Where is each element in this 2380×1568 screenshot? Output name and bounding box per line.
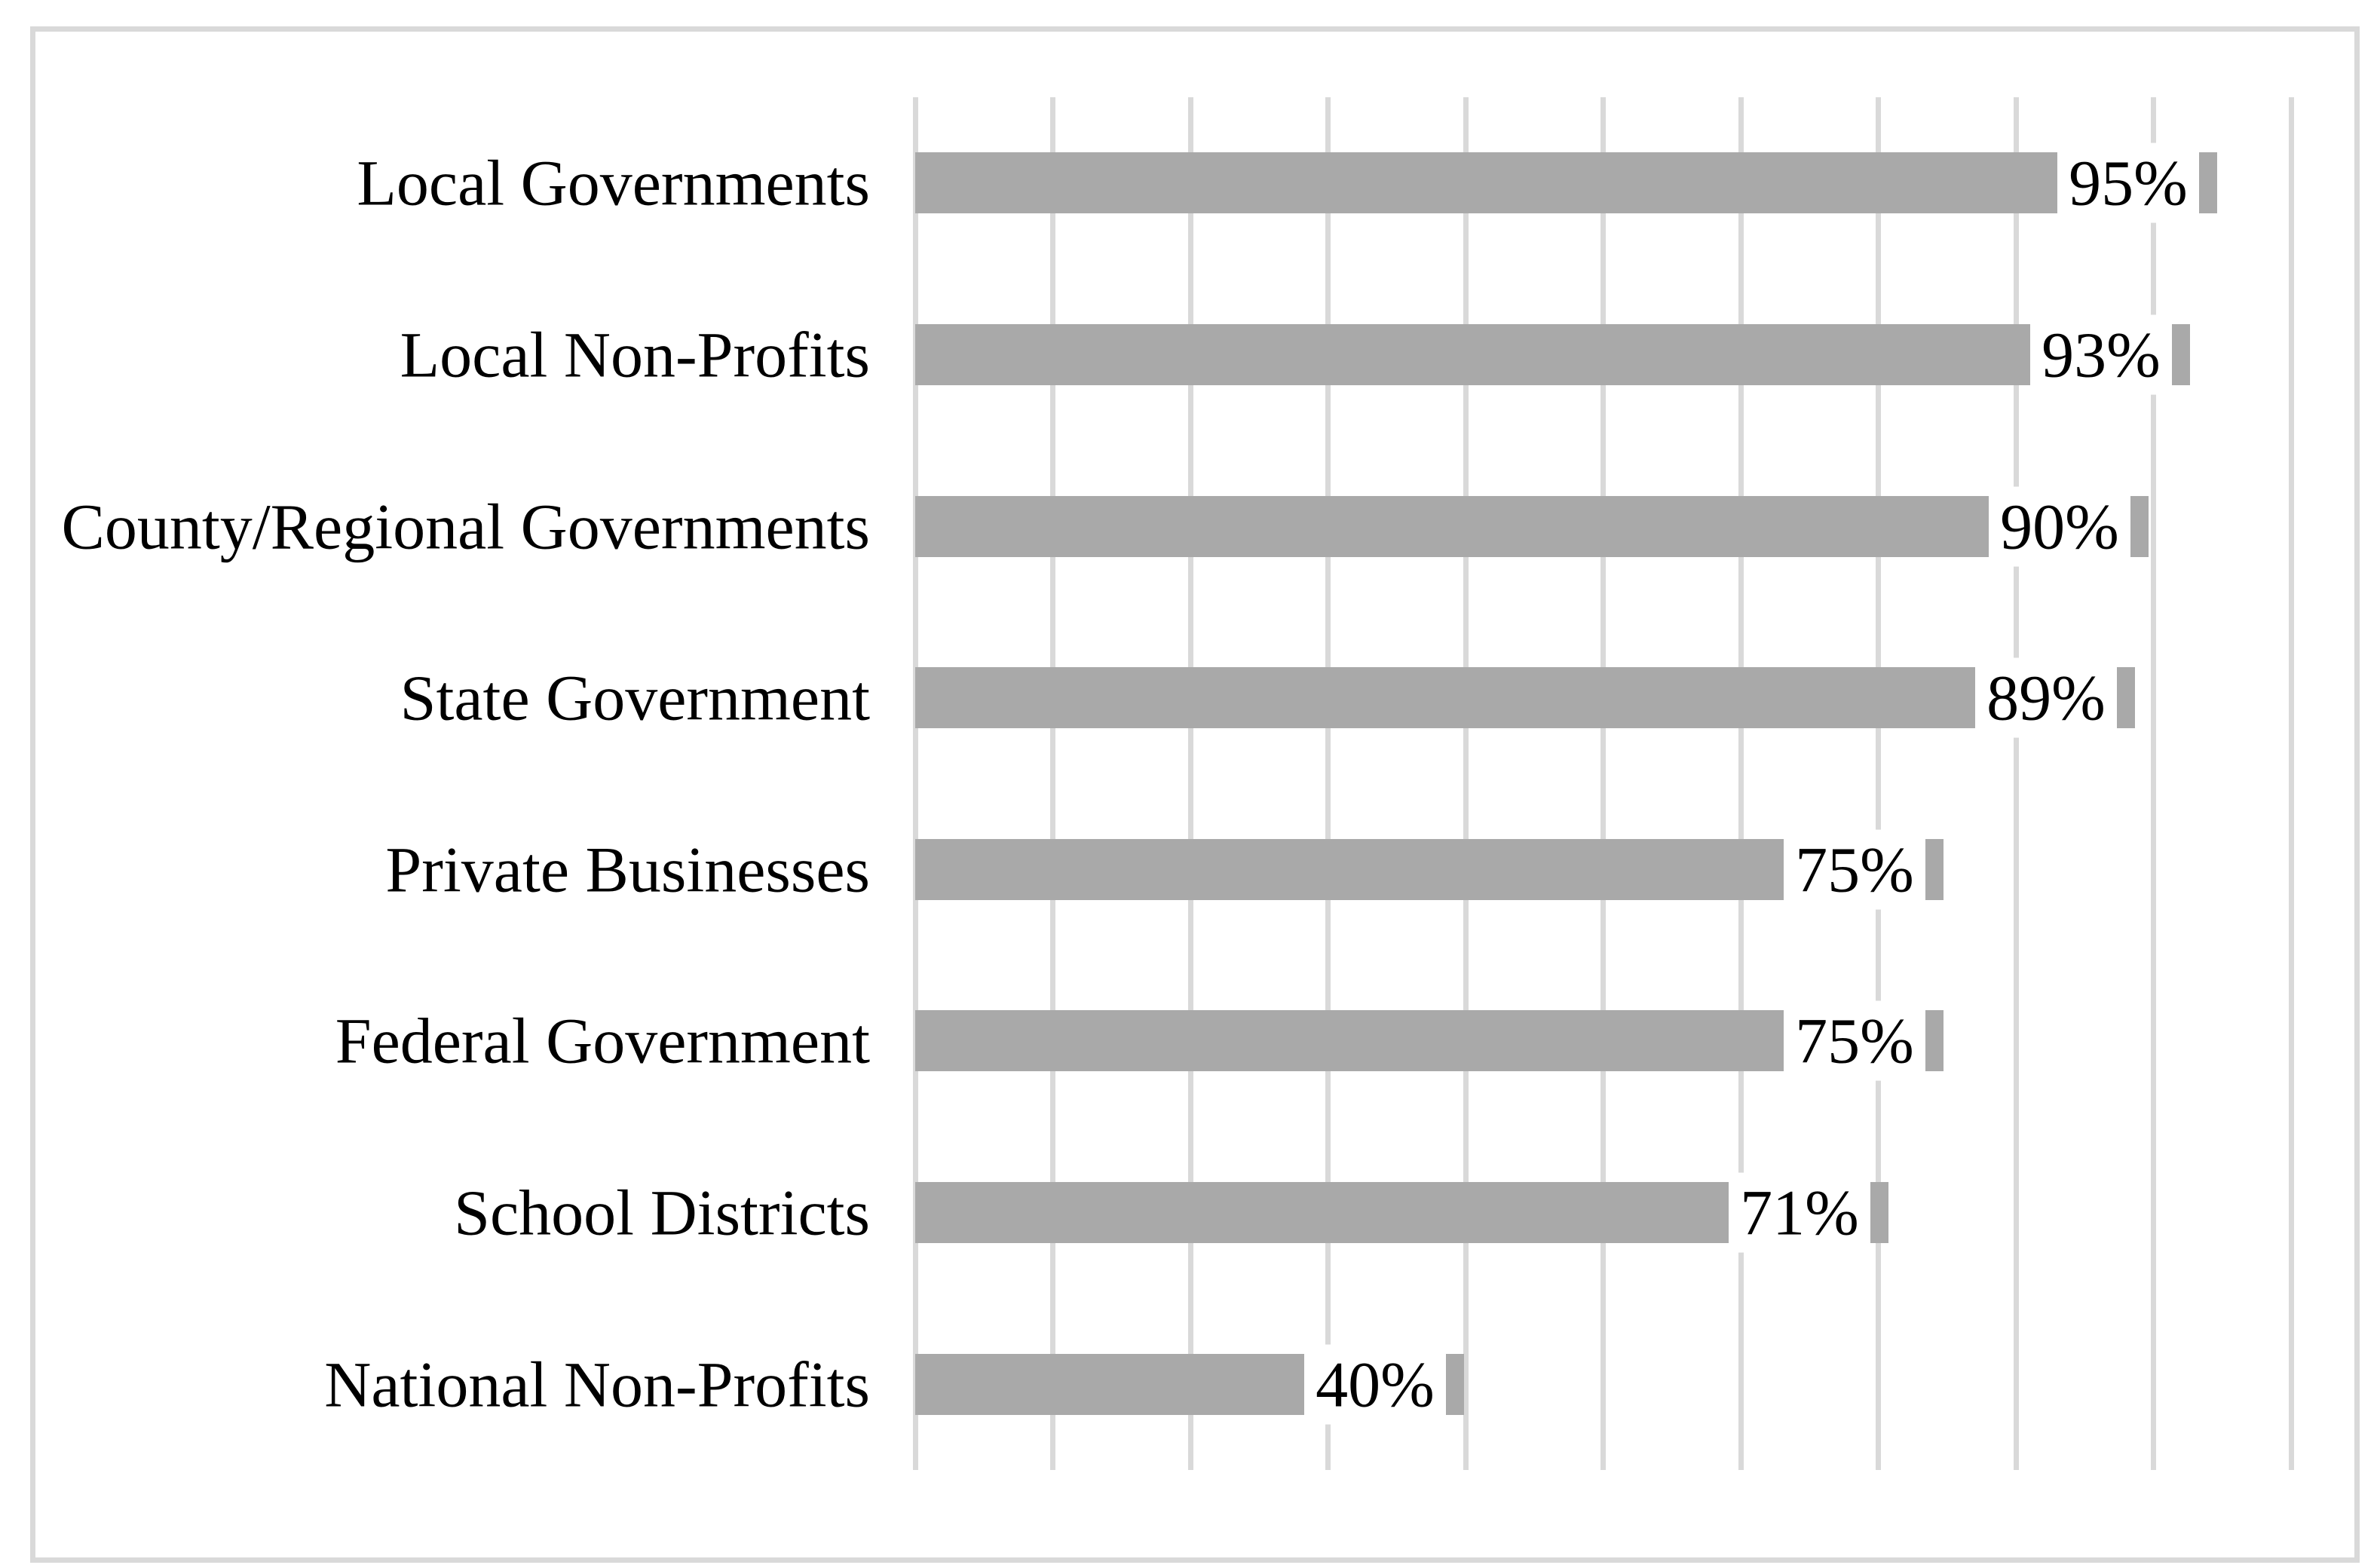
end-cap-marker — [2199, 152, 2217, 213]
value-label: 71% — [1732, 1172, 1867, 1253]
bar — [915, 152, 2057, 213]
value-label: 89% — [1979, 657, 2113, 738]
end-cap-marker — [1870, 1182, 1888, 1243]
bar — [915, 496, 1989, 557]
gridline — [1738, 97, 1744, 1470]
bar — [915, 324, 2030, 385]
bar — [915, 839, 1784, 900]
end-cap-marker — [1446, 1354, 1464, 1415]
end-cap-marker — [2172, 324, 2190, 385]
value-label: 75% — [1787, 1000, 1922, 1081]
category-label: County/Regional Governments — [61, 490, 870, 563]
category-label: Federal Government — [335, 1004, 870, 1077]
bar — [915, 1354, 1304, 1415]
category-label: Local Non-Profits — [400, 318, 870, 391]
gridline — [912, 97, 918, 1470]
gridline — [1600, 97, 1606, 1470]
chart-border — [30, 26, 2360, 1563]
value-label: 75% — [1787, 829, 1922, 910]
category-label: Private Businesses — [385, 833, 870, 906]
value-label: 90% — [1993, 486, 2127, 567]
gridline — [1876, 97, 1881, 1470]
gridline — [1325, 97, 1331, 1470]
end-cap-marker — [1925, 839, 1944, 900]
end-cap-marker — [1925, 1010, 1944, 1071]
category-label: Local Governments — [357, 146, 870, 219]
gridline — [2288, 97, 2294, 1470]
bar — [915, 1182, 1729, 1243]
value-label: 93% — [2034, 314, 2168, 395]
category-label: State Government — [400, 661, 870, 734]
value-label: 95% — [2061, 142, 2195, 223]
gridline — [1050, 97, 1055, 1470]
gridline — [1187, 97, 1193, 1470]
category-label: School Districts — [454, 1176, 870, 1249]
gridline — [1463, 97, 1469, 1470]
bar — [915, 1010, 1784, 1071]
end-cap-marker — [2117, 667, 2135, 728]
bar — [915, 667, 1975, 728]
category-label: National Non-Profits — [324, 1348, 870, 1421]
gridline — [2013, 97, 2019, 1470]
gridline — [2151, 97, 2156, 1470]
plot-area: 95% 93% 90% 89% 75% 75% 71% 40% — [912, 97, 2294, 1470]
end-cap-marker — [2130, 496, 2149, 557]
value-label: 40% — [1308, 1344, 1442, 1425]
